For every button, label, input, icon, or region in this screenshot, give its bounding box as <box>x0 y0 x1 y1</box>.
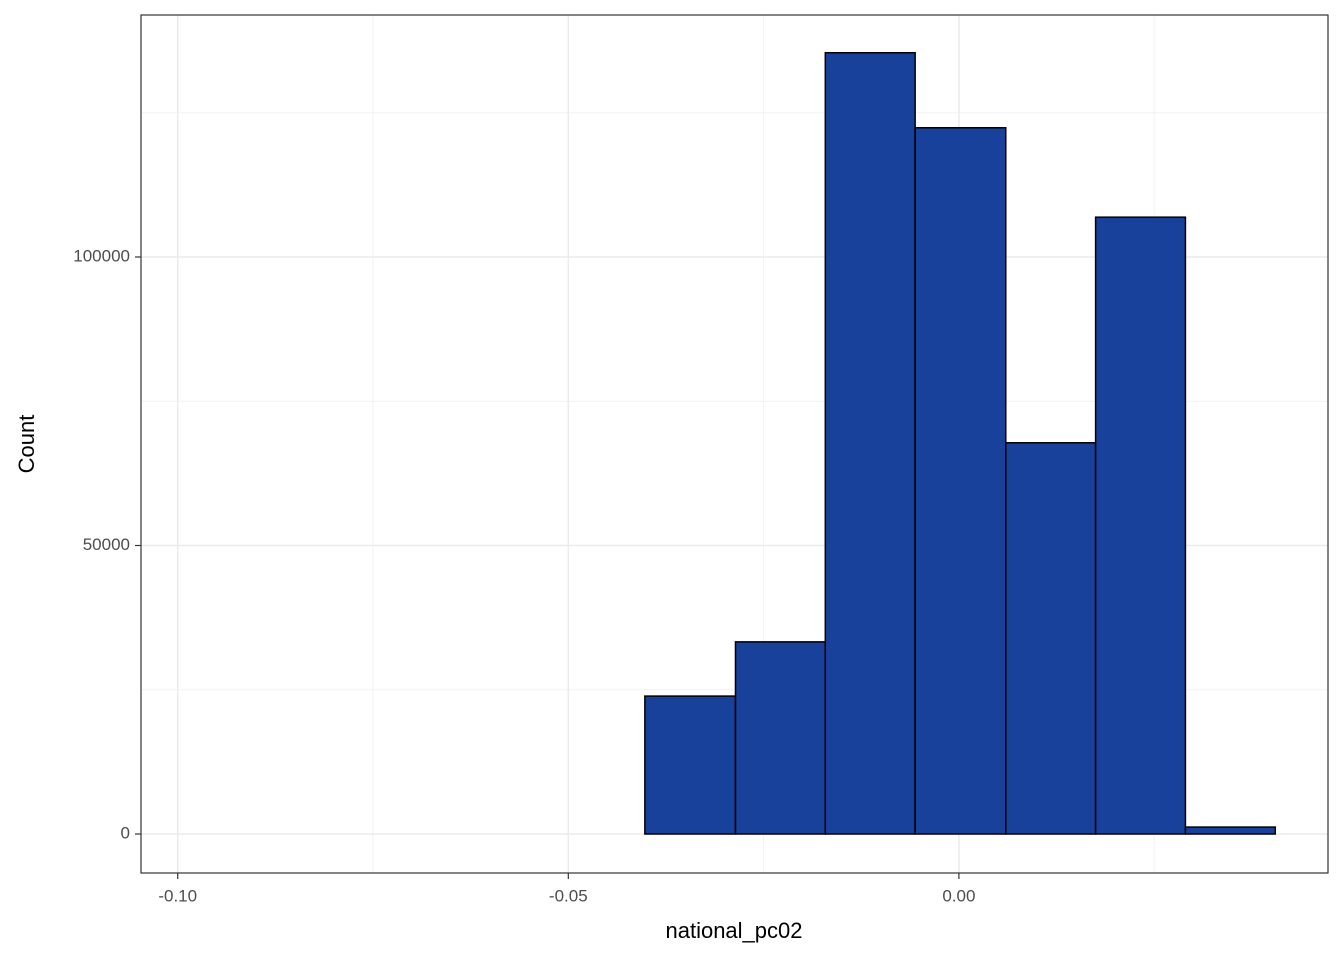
bar <box>644 695 737 835</box>
bar <box>1184 826 1277 835</box>
y-tick-label: 50000 <box>83 535 130 554</box>
bar <box>1005 442 1097 835</box>
bar <box>1094 216 1187 835</box>
y-axis-title: Count <box>14 415 39 474</box>
y-tick-label: 100000 <box>73 246 130 265</box>
bar <box>824 51 916 835</box>
x-tick-label: 0.00 <box>942 886 975 905</box>
bar <box>914 126 1007 835</box>
panel-border <box>140 14 1329 874</box>
bar <box>734 641 827 835</box>
bars <box>644 51 1277 835</box>
x-tick-label: -0.10 <box>158 886 197 905</box>
x-axis-title: national_pc02 <box>665 918 802 943</box>
y-tick-label: 0 <box>121 823 130 842</box>
x-tick-label: -0.05 <box>549 886 588 905</box>
